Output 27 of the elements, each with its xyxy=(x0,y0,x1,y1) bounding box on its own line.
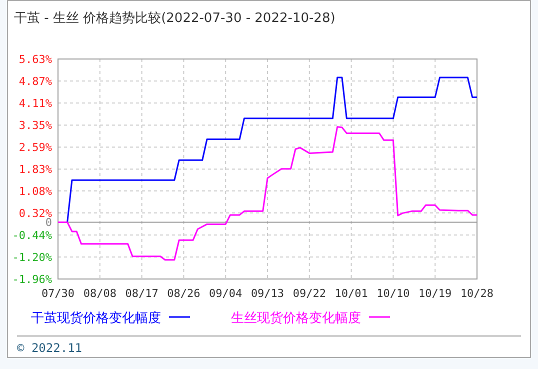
y-tick-label: 2.59% xyxy=(18,141,52,154)
x-tick-label: 10/28 xyxy=(460,287,494,300)
line-series xyxy=(57,126,478,261)
legend-label: 生丝现货价格变化幅度 xyxy=(231,310,361,326)
y-tick-label: 1.83% xyxy=(18,163,52,176)
legend-label: 干茧现货价格变化幅度 xyxy=(31,310,161,326)
text: © 2022.11 xyxy=(17,341,82,355)
y-tick-label: 3.35% xyxy=(18,119,52,132)
y-tick-label: 4.11% xyxy=(18,97,52,110)
x-tick-label: 09/13 xyxy=(250,287,284,300)
x-tick-label: 08/26 xyxy=(167,287,200,300)
x-tick-label: 08/08 xyxy=(83,287,116,300)
y-tick-label: -1.20% xyxy=(12,250,52,264)
y-tick-label: 1.08% xyxy=(18,184,52,198)
y-tick-label: 5.63% xyxy=(18,53,52,66)
x-tick-label: 08/17 xyxy=(125,287,158,300)
x-tick-label: 09/22 xyxy=(292,287,326,300)
y-tick-label: 4.87% xyxy=(18,75,52,88)
y-tick-label: 0 xyxy=(45,216,52,230)
chart-title: 干茧 - 生丝 价格趋势比较(2022-07-30 - 2022-10-28) xyxy=(14,11,336,26)
x-tick-label: 10/19 xyxy=(418,287,452,300)
x-tick-label: 09/04 xyxy=(209,287,243,300)
x-tick-label: 10/01 xyxy=(334,287,368,300)
x-tick-label: 10/10 xyxy=(376,287,410,300)
y-tick-label: -1.96% xyxy=(12,273,52,286)
x-tick-label: 07/30 xyxy=(41,287,75,300)
y-tick-label: -0.44% xyxy=(12,228,52,242)
